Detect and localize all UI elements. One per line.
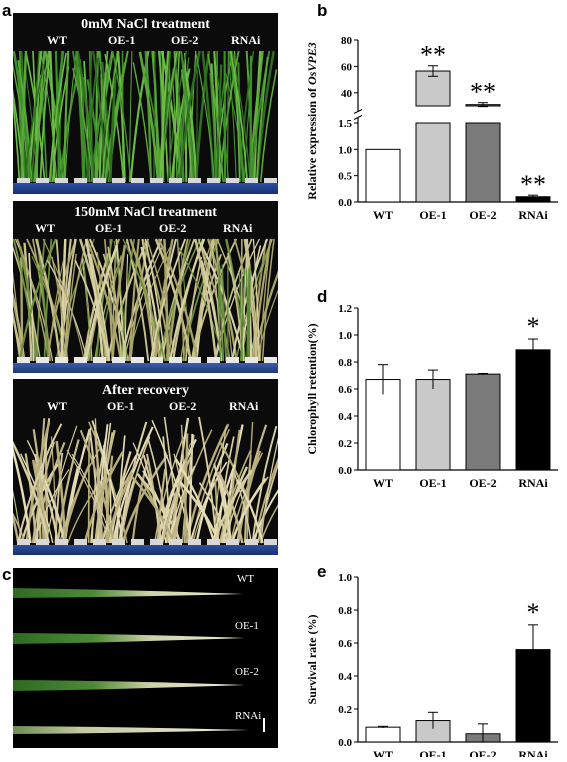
leaf-wt: [13, 588, 243, 598]
significance-mark: **: [520, 170, 546, 199]
x-tick-label: RNAi: [518, 208, 548, 222]
chart-e-survival-rate: 0.0 0.2 0.4 0.6 0.8 1.0 WT OE-1 OE-2 RNAi * Surviva…: [300, 565, 567, 762]
genotype-label-oe1: OE-1: [95, 221, 122, 236]
y-axis-label: Survival rate (%): [305, 615, 319, 705]
y-tick-label: 0.0: [338, 465, 352, 477]
y-tick-label: 0.2: [338, 438, 352, 450]
y-tick-label: 0.8: [338, 605, 352, 617]
genotype-label-rnai: RNAi: [229, 399, 258, 414]
y-axis-label: Relative expression of OsVPE3: [305, 42, 319, 199]
x-tick-label: WT: [373, 476, 393, 490]
genotype-label-wt: WT: [35, 221, 55, 236]
y-tick-label: 1.0: [338, 144, 352, 156]
plant-leaf: [225, 51, 226, 182]
x-tick-label: OE-1: [419, 208, 446, 222]
genotype-label-rnai: RNAi: [223, 221, 252, 236]
hydroponic-tray: [13, 363, 278, 373]
y-tick-label: 1.5: [338, 118, 352, 130]
y-tick-label: 0.4: [338, 671, 352, 683]
plant-leaf: [253, 426, 277, 543]
significance-mark: *: [527, 312, 540, 341]
panel-letter-c: c: [2, 566, 11, 583]
y-tick-label: 1.0: [338, 330, 352, 342]
genotype-label-rnai: RNAi: [231, 33, 260, 48]
x-tick-label: OE-1: [419, 476, 446, 490]
y-tick-label: 0.4: [338, 411, 352, 423]
x-tick-label: OE-1: [419, 748, 446, 757]
genotype-label-wt: WT: [47, 33, 67, 48]
photo-after-recovery: After recovery WT OE-1 OE-2 RNAi: [13, 379, 278, 555]
y-tick-label: 1.2: [338, 303, 352, 315]
genotype-label-oe2: OE-2: [171, 33, 198, 48]
x-tick-label: OE-2: [469, 748, 496, 757]
bar-rnai: [516, 350, 550, 470]
hydroponic-tray: [13, 183, 278, 194]
y-tick-label: 60: [341, 61, 353, 73]
y-tick-label: 0.0: [338, 197, 352, 209]
photo-detached-leaves: WT OE-1 OE-2 RNAi: [13, 568, 278, 748]
photo-150mm-nacl: 150mM NaCl treatment WT OE-1 OE-2 RNAi: [13, 201, 278, 373]
y-tick-label: 0.6: [338, 384, 352, 396]
x-tick-label: RNAi: [518, 476, 548, 490]
x-tick-label: OE-2: [469, 208, 496, 222]
significance-mark: *: [527, 598, 540, 627]
plant-leaf: [13, 479, 18, 543]
genotype-label-oe1: OE-1: [108, 33, 135, 48]
significance-mark: **: [470, 78, 496, 107]
bar-oe-2: [466, 374, 500, 470]
y-tick-label: 40: [341, 88, 353, 100]
leaf-oe1: [13, 633, 245, 644]
x-tick-label: WT: [373, 208, 393, 222]
scale-bar: [263, 718, 265, 732]
leaf-oe2: [13, 680, 245, 691]
plant-leaf: [228, 51, 229, 182]
leaf-label-rnai: RNAi: [235, 710, 261, 722]
y-tick-label: 0.8: [338, 357, 352, 369]
genotype-label-wt: WT: [47, 399, 67, 414]
bar-wt: [366, 149, 400, 202]
bar-wt: [366, 727, 400, 742]
bar-break-gap: [465, 107, 501, 122]
genotype-label-oe2: OE-2: [159, 221, 186, 236]
y-tick-label: 0.5: [338, 171, 352, 183]
photo-0mm-nacl: 0mM NaCl treatment WT OE-1 OE-2 RNAi: [13, 13, 278, 194]
chart-d-chlorophyll-retention: 0.0 0.2 0.4 0.6 0.8 1.0 1.2 WT OE-1 OE-2 RNAi * Chlo…: [300, 290, 567, 510]
x-tick-label: RNAi: [518, 748, 548, 757]
chart-b-relative-expression: 0.0 0.5 1.0 1.5 40 60 80 WT OE-1 ** OE-2 ** RNAi ** Re…: [300, 10, 567, 255]
y-tick-label: 0.2: [338, 704, 352, 716]
leaf-label-oe1: OE-1: [235, 620, 259, 632]
plant-leaf: [250, 56, 251, 182]
x-tick-label: WT: [373, 748, 393, 757]
bar-oe-1-lower: [416, 123, 450, 202]
leaf-label-oe2: OE-2: [235, 666, 259, 678]
x-tick-label: OE-2: [469, 476, 496, 490]
plant-leaf: [197, 70, 198, 183]
bar-oe-1: [416, 380, 450, 470]
bar-break-gap: [415, 107, 451, 122]
y-tick-label: 1.0: [338, 572, 352, 584]
photo-title: 150mM NaCl treatment: [13, 205, 278, 221]
genotype-label-oe1: OE-1: [107, 399, 134, 414]
leaf-label-wt: WT: [237, 573, 254, 585]
significance-mark: **: [420, 41, 446, 70]
panel-letter-a: a: [2, 2, 11, 19]
y-axis-label: Chlorophyll retention(%): [305, 323, 319, 454]
leaf-rnai: [13, 726, 249, 734]
plant-leaf: [13, 479, 25, 543]
y-tick-label: 0.6: [338, 638, 352, 650]
y-tick-label: 0.0: [338, 737, 352, 749]
y-tick-label: 80: [341, 35, 353, 47]
bar-oe-2-lower: [466, 123, 500, 202]
genotype-label-oe2: OE-2: [169, 399, 196, 414]
hydroponic-tray: [13, 545, 278, 555]
photo-title: After recovery: [13, 383, 278, 399]
photo-title: 0mM NaCl treatment: [13, 17, 278, 33]
